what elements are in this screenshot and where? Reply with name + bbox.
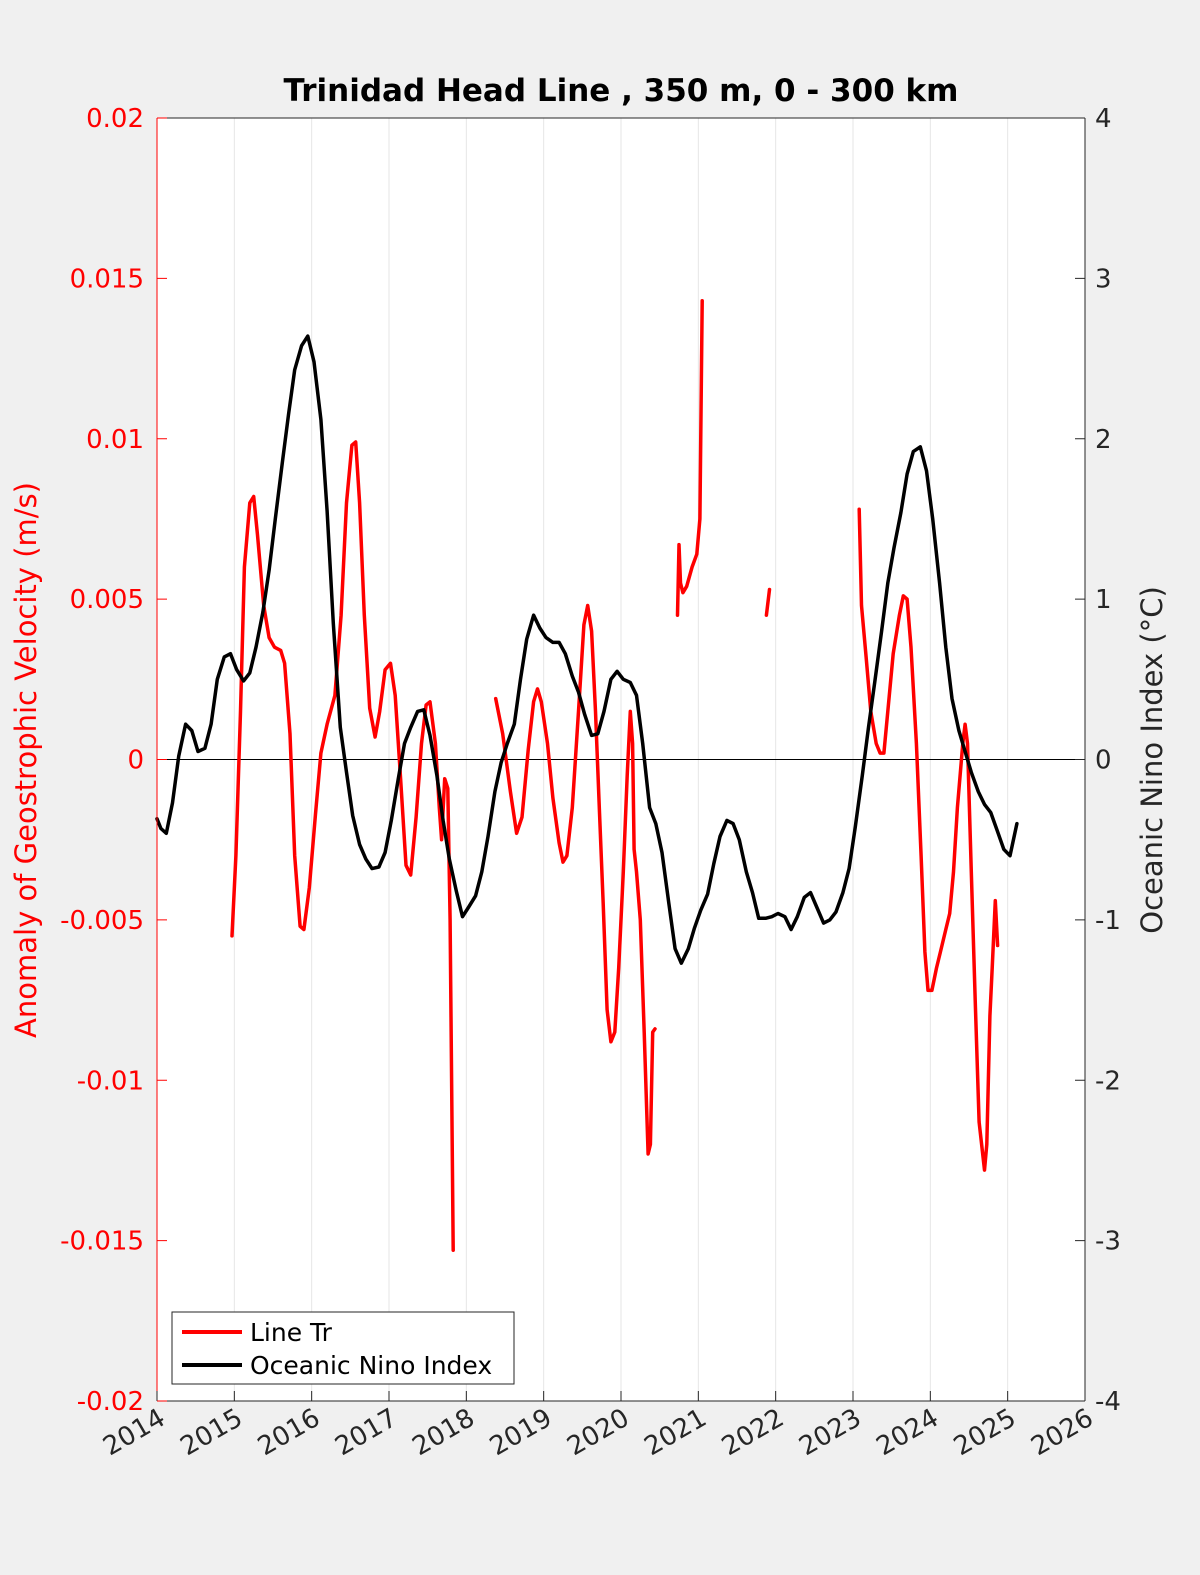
y-right-tick-label: 4: [1095, 104, 1112, 134]
y-right-tick-label: -4: [1095, 1387, 1121, 1417]
series-line-line-tr: [675, 299, 704, 617]
axis-ticks: 2 0 1 4 2015 2016 2017 2018 2019 2020 2021 2022 2023…: [60, 104, 1121, 1462]
x-tick-label: 2025: [949, 1403, 1021, 1462]
x-tick-label: 2026: [1026, 1403, 1098, 1462]
y-left-tick-label: 0.01: [86, 425, 144, 455]
x-tick-label: 2017: [330, 1403, 402, 1462]
x-tick-label: 2019: [485, 1403, 557, 1462]
series-line-line-tr: [857, 507, 1000, 1172]
y-right-tick-label: 1: [1095, 585, 1112, 615]
series-line-line-tr: [764, 587, 772, 617]
y-right-tick-label: -1: [1095, 906, 1121, 936]
series-group: [155, 299, 1019, 1252]
y-left-tick-label: 0.015: [70, 264, 144, 294]
y-left-tick-label: -0.015: [60, 1227, 144, 1257]
x-tick-label: 2020: [562, 1403, 634, 1462]
series-line-line-tr: [493, 603, 657, 1156]
x-tick-label: 2023: [794, 1403, 866, 1462]
series-line-line-tr: [230, 440, 455, 1252]
chart-title: Trinidad Head Line , 350 m, 0 - 300 km: [284, 73, 959, 109]
x-tick-label: 2016: [253, 1403, 325, 1462]
x-tick-label: 2022: [717, 1403, 789, 1462]
y-left-tick-label: 0: [127, 746, 144, 776]
series-line-oceanic-nino-index: [155, 334, 1019, 965]
y-right-tick-label: -2: [1095, 1066, 1121, 1096]
x-tick-label: 2021: [640, 1403, 712, 1462]
x-tick-label: 2015: [176, 1403, 248, 1462]
x-tick-label: 2024: [872, 1403, 944, 1462]
y-right-tick-label: -3: [1095, 1227, 1121, 1257]
y-left-tick-label: -0.005: [60, 906, 144, 936]
y-right-tick-label: 2: [1095, 425, 1112, 455]
legend-label-line-tr: Line Tr: [250, 1318, 333, 1347]
x-tick-label: 2018: [408, 1403, 480, 1462]
legend: Line Tr Oceanic Nino Index: [171, 1311, 515, 1385]
y-left-tick-label: -0.02: [77, 1387, 144, 1417]
y-axis-right-label: Oceanic Nino Index (°C): [1135, 586, 1169, 934]
y-right-tick-label: 0: [1095, 746, 1112, 776]
y-axis-left-label: Anomaly of Geostrophic Velocity (m/s): [9, 482, 43, 1038]
y-right-tick-label: 3: [1095, 264, 1112, 294]
y-left-tick-label: -0.01: [77, 1066, 144, 1096]
y-left-tick-label: 0.02: [86, 104, 144, 134]
legend-label-oni: Oceanic Nino Index: [250, 1351, 492, 1380]
legend-box: [171, 1311, 515, 1385]
y-left-tick-label: 0.005: [70, 585, 144, 615]
